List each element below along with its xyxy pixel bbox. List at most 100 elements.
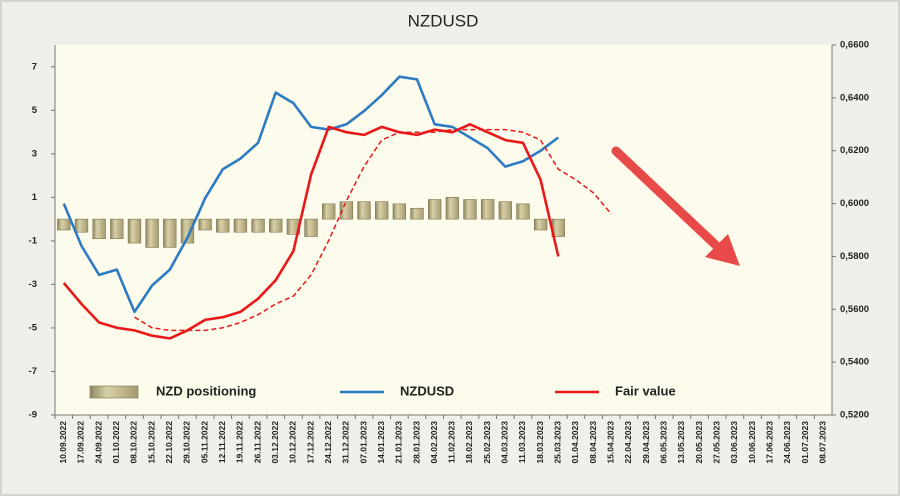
- x-tick-label: 19.11.2022: [235, 421, 245, 463]
- y2-tick-label: 0,6000: [840, 198, 869, 209]
- y-tick-label: -7: [29, 366, 37, 377]
- x-tick-label: 12.11.2022: [217, 421, 227, 463]
- x-tick-label: 11.03.2023: [517, 421, 527, 463]
- x-tick-label: 08.10.2022: [129, 421, 139, 464]
- x-tick-label: 18.03.2023: [535, 421, 545, 464]
- y2-tick-label: 0,6400: [840, 92, 869, 103]
- bar: [163, 218, 177, 248]
- x-tick-label: 03.06.2023: [729, 421, 739, 464]
- bar: [198, 218, 212, 231]
- y2-tick-label: 0,6600: [840, 40, 869, 51]
- bar: [180, 218, 195, 244]
- x-tick-label: 10.09.2022: [58, 421, 68, 464]
- y-tick-label: 3: [32, 148, 37, 159]
- bar: [498, 201, 512, 220]
- legend-label: NZD positioning: [156, 383, 256, 398]
- x-tick-label: 17.06.2023: [764, 421, 774, 464]
- x-tick-label: 22.10.2022: [164, 421, 174, 464]
- x-tick-label: 06.05.2023: [658, 421, 668, 464]
- bar: [516, 203, 530, 220]
- x-tick-label: 01.04.2023: [570, 421, 580, 464]
- y-tick-label: -1: [29, 235, 38, 246]
- x-tick-label: 10.06.2023: [747, 421, 757, 464]
- bar: [428, 199, 442, 220]
- y2-tick-label: 0,5600: [840, 304, 869, 315]
- x-tick-label: 04.02.2023: [429, 421, 439, 464]
- bar: [57, 218, 71, 231]
- x-tick-label: 25.03.2023: [553, 421, 563, 464]
- x-tick-label: 24.12.2022: [323, 421, 333, 464]
- legend: NZD positioning NZDUSD Fair value: [89, 383, 676, 399]
- bar: [269, 218, 283, 233]
- bar: [145, 218, 159, 248]
- x-tick-label: 01.10.2022: [111, 421, 121, 464]
- bar: [92, 218, 106, 240]
- x-tick-label: 08.07.2023: [817, 421, 827, 464]
- bar: [445, 197, 459, 220]
- legend-label: Fair value: [615, 383, 676, 398]
- x-tick-label: 18.02.2023: [464, 421, 474, 464]
- x-tick-label: 04.03.2023: [500, 421, 510, 464]
- bar: [251, 218, 265, 233]
- x-tick-label: 22.04.2023: [623, 421, 633, 464]
- x-tick-label: 29.04.2023: [641, 421, 651, 464]
- y-tick-label: -5: [29, 322, 38, 333]
- bar: [322, 203, 336, 220]
- line: [62, 123, 560, 340]
- bar: [339, 201, 354, 220]
- bar: [216, 218, 230, 233]
- y-tick-label: 1: [32, 192, 38, 203]
- y2-tick-label: 0,5200: [840, 410, 869, 421]
- bar: [410, 207, 424, 220]
- x-tick-label: 17.09.2022: [76, 421, 86, 464]
- bar: [74, 218, 89, 233]
- legend-label: NZDUSD: [400, 383, 454, 398]
- dashed-line: [134, 128, 612, 332]
- x-tick-label: 15.04.2023: [606, 421, 616, 464]
- x-tick-label: 28.01.2023: [411, 421, 421, 464]
- x-tick-label: 31.12.2022: [341, 421, 351, 464]
- x-tick-label: 11.02.2023: [447, 421, 457, 463]
- trend-arrow: [611, 146, 727, 256]
- y-tick-label: -9: [29, 410, 37, 421]
- x-tick-label: 27.05.2023: [711, 421, 721, 464]
- bar: [533, 218, 548, 231]
- x-tick-label: 25.02.2023: [482, 421, 492, 464]
- y2-tick-label: 0,6200: [840, 145, 869, 156]
- bar: [127, 218, 142, 244]
- x-tick-label: 01.07.2023: [800, 421, 810, 464]
- chart-title: NZDUSD: [408, 11, 479, 30]
- x-tick-label: 24.09.2022: [93, 421, 103, 464]
- bar: [233, 218, 248, 233]
- bar: [304, 218, 318, 237]
- x-tick-label: 03.12.2022: [270, 421, 280, 464]
- trend-arrow-head: [705, 234, 740, 266]
- bar: [480, 199, 495, 220]
- x-tick-label: 24.06.2023: [782, 421, 792, 464]
- x-tick-label: 29.10.2022: [182, 421, 192, 464]
- y2-tick-label: 0,5400: [840, 357, 869, 368]
- bar: [463, 199, 477, 220]
- bar: [375, 201, 389, 220]
- x-tick-label: 07.01.2023: [358, 421, 368, 464]
- y2-tick-label: 0,5800: [840, 251, 869, 262]
- bar: [110, 218, 124, 240]
- x-tick-label: 13.05.2023: [676, 421, 686, 464]
- y-tick-label: -3: [29, 279, 37, 290]
- bar: [392, 203, 407, 220]
- y-tick-label: 5: [32, 105, 38, 116]
- x-tick-label: 05.11.2022: [199, 421, 209, 463]
- x-tick-label: 26.11.2022: [252, 421, 262, 463]
- x-tick-label: 08.04.2023: [588, 421, 598, 464]
- bar: [357, 201, 371, 220]
- x-tick-label: 10.12.2022: [288, 421, 298, 464]
- x-tick-label: 21.01.2023: [394, 421, 404, 464]
- x-tick-label: 15.10.2022: [146, 421, 156, 464]
- x-tick-label: 17.12.2022: [305, 421, 315, 464]
- line: [62, 75, 560, 314]
- x-tick-label: 20.05.2023: [694, 421, 704, 464]
- y-tick-label: 7: [32, 61, 37, 72]
- legend-swatch: [89, 385, 139, 399]
- x-tick-label: 14.01.2023: [376, 421, 386, 464]
